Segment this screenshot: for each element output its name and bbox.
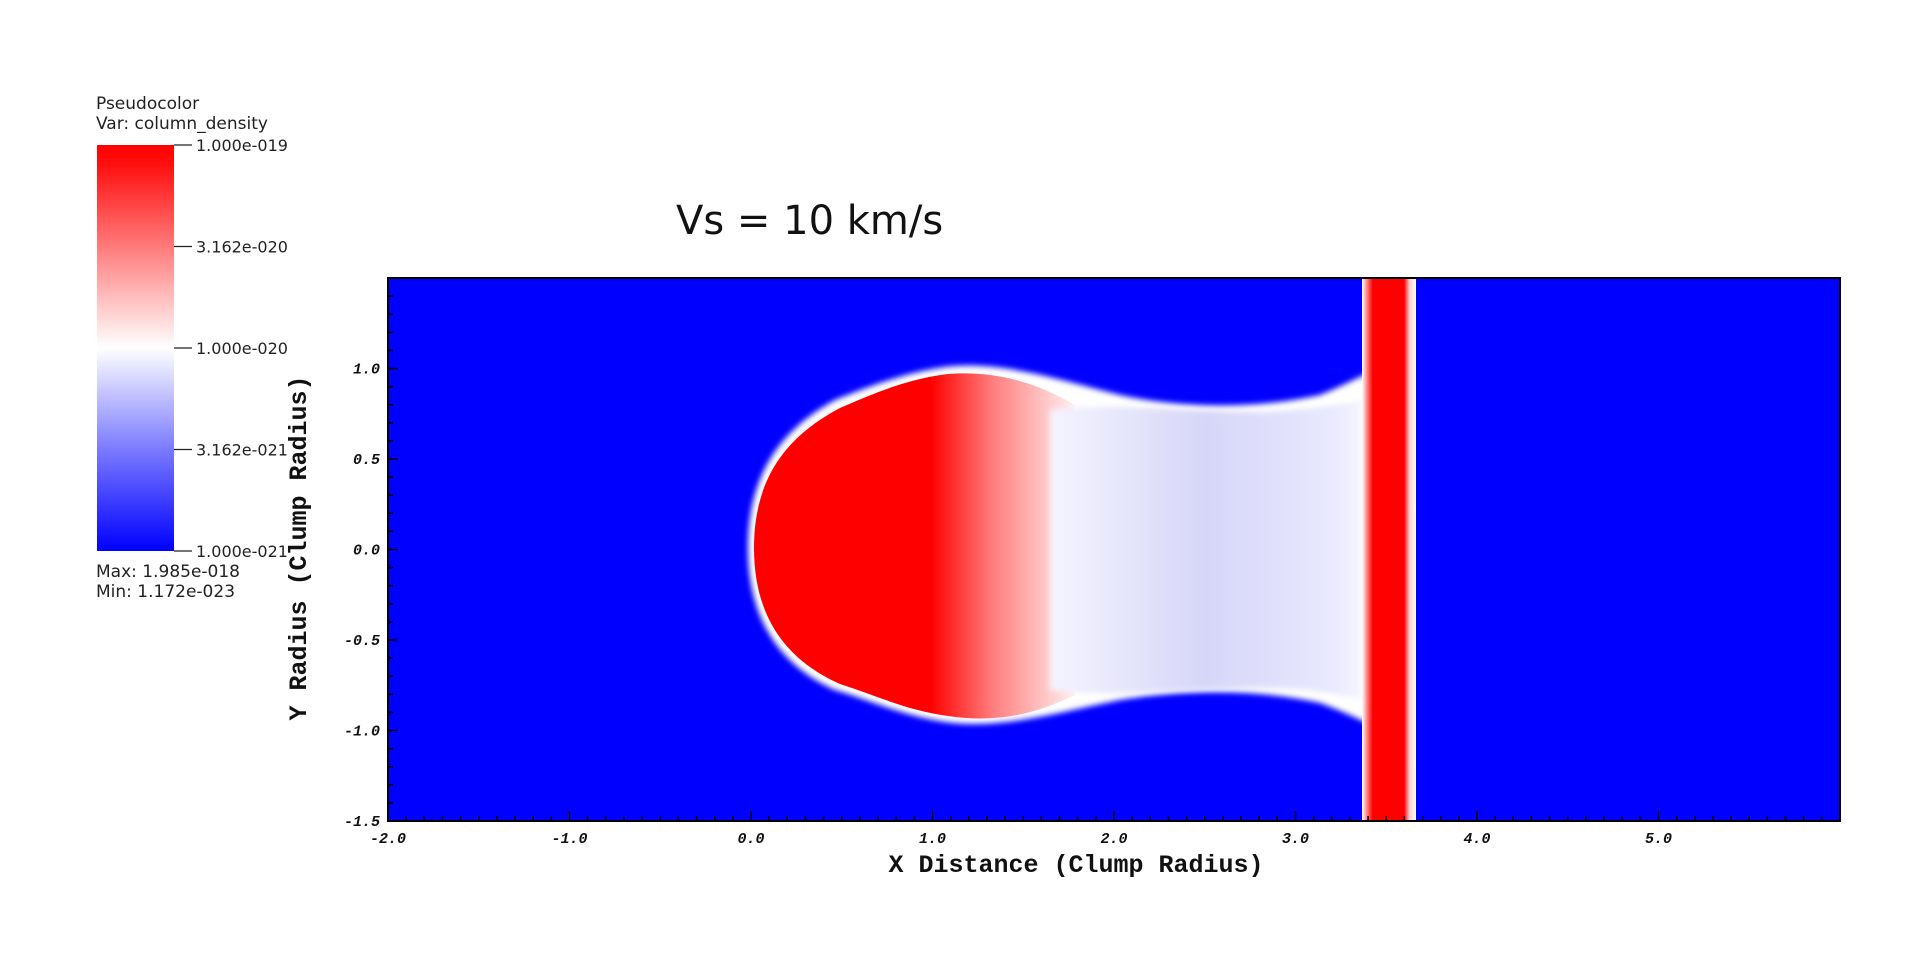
y-tick-label: -1.0 xyxy=(344,724,380,741)
x-tick-label: 4.0 xyxy=(1463,831,1490,848)
y-axis-label: Y Radius (Clump Radius) xyxy=(285,375,314,720)
legend-min: Min: 1.172e-023 xyxy=(96,582,236,602)
x-tick-label: 3.0 xyxy=(1282,831,1309,848)
y-tick-label: 0.0 xyxy=(353,543,380,560)
legend-tick-label: 1.000e-021 xyxy=(196,542,288,561)
legend-title: Pseudocolor xyxy=(96,94,200,114)
x-axis: -2.0 -1.0 0.0 1.0 2.0 3.0 4.0 5.0 xyxy=(370,811,1841,848)
legend-tick-label: 1.000e-019 xyxy=(196,136,288,155)
y-axis: 1.0 0.5 0.0 -0.5 -1.0 -1.5 xyxy=(344,277,398,831)
clump-head xyxy=(754,373,1075,719)
y-tick-label: -0.5 xyxy=(344,633,380,650)
x-tick-label: 2.0 xyxy=(1100,831,1127,848)
legend-variable: Var: column_density xyxy=(96,114,268,134)
y-tick-label: -1.5 xyxy=(344,814,380,831)
y-tick-label: 0.5 xyxy=(353,452,380,469)
heatmap xyxy=(388,278,1840,821)
x-tick-label: -1.0 xyxy=(551,831,587,848)
x-axis-label: X Distance (Clump Radius) xyxy=(888,851,1263,880)
x-tick-label: 0.0 xyxy=(737,831,764,848)
y-tick-label: 1.0 xyxy=(353,362,380,379)
plot-title: Vs = 10 km/s xyxy=(676,198,944,244)
legend-max: Max: 1.985e-018 xyxy=(96,562,240,582)
x-tick-label: -2.0 xyxy=(370,831,406,848)
x-tick-label: 5.0 xyxy=(1645,831,1672,848)
shock-front xyxy=(1362,278,1416,821)
legend-tick-label: 3.162e-021 xyxy=(196,441,288,460)
x-tick-label: 1.0 xyxy=(919,831,946,848)
legend-tick-label: 3.162e-020 xyxy=(196,238,288,257)
clump-tail xyxy=(1050,400,1362,700)
legend-ticks: 1.000e-019 3.162e-020 1.000e-020 3.162e-021… xyxy=(174,136,288,561)
legend-colorbar xyxy=(97,145,174,551)
legend-tick-label: 1.000e-020 xyxy=(196,339,288,358)
